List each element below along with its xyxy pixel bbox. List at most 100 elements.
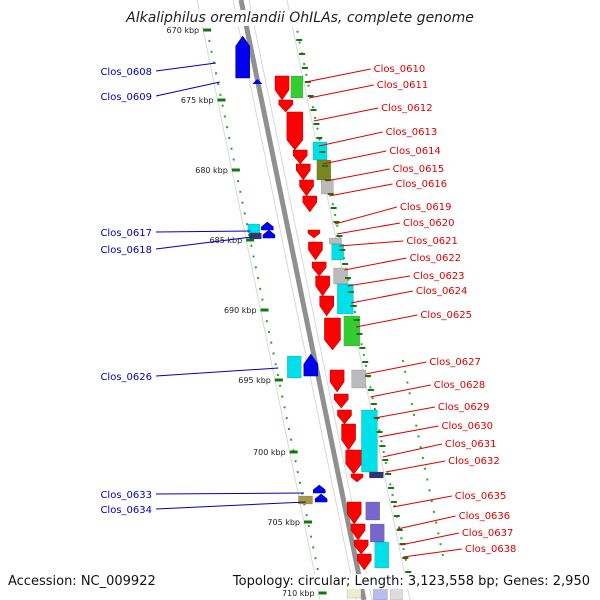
gene-arrow	[350, 473, 364, 483]
leader-line	[155, 492, 305, 495]
gene-domain-box	[361, 409, 378, 473]
gene-domain-box	[374, 541, 390, 569]
gene-arrow	[329, 369, 345, 393]
leader-line	[382, 443, 443, 458]
gene-label-right: Clos_0625	[420, 310, 472, 321]
gene-label-left: Clos_0626	[100, 372, 152, 383]
leader-line	[155, 62, 216, 72]
gene-label-right: Clos_0615	[393, 164, 445, 175]
gene-arrow	[319, 295, 334, 317]
gene-label-right: Clos_0622	[410, 253, 462, 264]
gene-arrow	[341, 423, 356, 451]
gene-domain-box	[369, 471, 384, 479]
features-layer	[235, 35, 403, 600]
leader-line	[329, 183, 393, 197]
gene-arrow	[311, 261, 327, 277]
leader-line	[305, 68, 371, 83]
gene-label-right: Clos_0623	[413, 271, 465, 282]
gene-arrow	[308, 241, 323, 261]
gene-arrow	[262, 229, 276, 239]
leader-line	[334, 206, 398, 225]
gene-domain-box	[365, 501, 381, 521]
gene-arrow	[345, 449, 362, 475]
gene-arrow	[292, 149, 308, 165]
gene-label-right: Clos_0616	[396, 179, 448, 190]
gene-domain-box	[343, 315, 361, 347]
leader-line	[403, 548, 462, 558]
map-title-text: Alkaliphilus oremlandii OhILAs, complete…	[124, 10, 476, 26]
leader-line	[351, 290, 413, 304]
leader-line	[326, 168, 390, 182]
gene-label-right: Clos_0612	[381, 103, 433, 114]
gene-arrow	[312, 484, 326, 494]
gene-label-left: Clos_0633	[100, 490, 152, 501]
gene-arrow	[315, 275, 330, 297]
scale-label: 705 kbp	[267, 518, 300, 527]
gene-arrow	[356, 553, 372, 571]
gene-domain-box	[298, 495, 313, 505]
gene-arrow	[303, 353, 319, 377]
backbone-layer	[238, 0, 367, 600]
gene-arrow	[274, 75, 290, 101]
gene-arrow	[350, 523, 366, 541]
leader-line	[344, 257, 407, 271]
map-title: Alkaliphilus oremlandii OhILAs, complete…	[0, 10, 600, 26]
gene-arrow	[302, 195, 318, 213]
topology-text: Topology: circular; Length: 3,123,558 bp…	[232, 574, 590, 589]
gene-label-right: Clos_0624	[416, 286, 468, 297]
leader-line	[318, 131, 383, 147]
gene-label-right: Clos_0619	[400, 202, 452, 213]
scale-label: 680 kbp	[195, 166, 228, 175]
gene-arrow	[235, 35, 250, 79]
gene-label-left: Clos_0634	[100, 505, 152, 516]
scale-label: 700 kbp	[253, 448, 286, 457]
gene-label-left: Clos_0608	[100, 67, 152, 78]
leader-line	[339, 240, 404, 247]
gene-domain-box	[351, 369, 366, 389]
leader-line	[336, 222, 401, 235]
gene-arrow	[261, 221, 274, 231]
rail-line	[248, 0, 373, 600]
gene-arrow	[337, 409, 352, 425]
gene-domain-box	[329, 237, 342, 245]
leader-line	[155, 81, 220, 97]
leader-line	[374, 406, 435, 419]
gene-label-right: Clos_0629	[438, 402, 490, 413]
gene-label-right: Clos_0631	[445, 439, 497, 450]
gene-label-right: Clos_0613	[386, 127, 438, 138]
gene-label-left: Clos_0609	[100, 92, 152, 103]
gene-arrow	[299, 179, 314, 197]
scale-label: 670 kbp	[167, 26, 200, 35]
leader-line	[313, 107, 379, 122]
gene-label-right: Clos_0614	[389, 146, 441, 157]
leader-line	[355, 314, 418, 328]
leader-line	[322, 150, 387, 165]
scale-label: 690 kbp	[224, 306, 257, 315]
gene-domain-box	[370, 523, 385, 543]
scale-label: 695 kbp	[238, 376, 271, 385]
gene-domain-box	[290, 75, 304, 99]
leader-line	[365, 361, 427, 375]
accession-text: Accession: NC_009922	[8, 574, 156, 589]
gene-label-right: Clos_0637	[462, 528, 514, 539]
scale-label: 675 kbp	[181, 96, 214, 105]
gene-domain-box	[249, 232, 262, 240]
leader-line	[308, 84, 374, 99]
gene-arrow	[333, 393, 349, 409]
gene-label-right: Clos_0610	[374, 64, 426, 75]
leader-line	[370, 384, 431, 398]
leader-line	[155, 501, 306, 510]
gene-arrow	[252, 79, 263, 84]
leader-line	[155, 367, 279, 377]
gene-label-right: Clos_0630	[442, 421, 494, 432]
leader-line	[155, 236, 252, 250]
gene-label-right: Clos_0620	[403, 218, 455, 229]
leader-line	[397, 515, 456, 530]
leader-lines-layer	[155, 62, 462, 558]
dotted-guide	[401, 359, 445, 561]
leader-line	[347, 275, 411, 287]
leader-line	[378, 425, 439, 438]
gene-arrow	[286, 111, 304, 151]
